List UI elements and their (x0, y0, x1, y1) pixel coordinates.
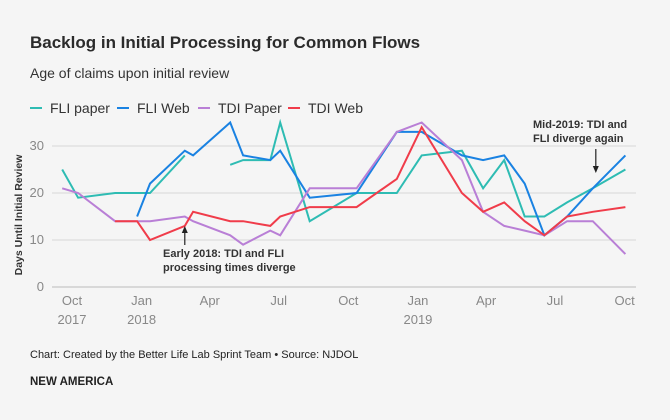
y-tick-label: 30 (30, 138, 44, 153)
legend-label: FLI Web (137, 100, 190, 116)
brand-logo: NEW AMERICA (30, 376, 113, 388)
x-tick-label: Apr (476, 293, 497, 308)
x-tick-year: 2017 (58, 312, 87, 327)
y-tick-label: 10 (30, 232, 44, 247)
arrowhead-icon (181, 226, 188, 233)
annotation-text: processing times diverge (163, 262, 296, 274)
x-tick-label: Oct (338, 293, 359, 308)
y-tick-label: 20 (30, 185, 44, 200)
legend-label: TDI Paper (218, 100, 282, 116)
series-line-fli-paper (229, 118, 626, 223)
series-lines (61, 118, 627, 255)
arrowhead-icon (592, 166, 599, 173)
x-tick-year: 2018 (127, 312, 156, 327)
legend: FLI paper FLI Web TDI Paper TDI Web (30, 100, 363, 116)
annotation-text: FLI diverge again (533, 133, 624, 145)
y-tick-label: 0 (37, 279, 44, 294)
x-tick-label: Oct (614, 293, 635, 308)
gridlines (52, 145, 636, 288)
chart-title: Backlog in Initial Processing for Common… (30, 33, 420, 52)
source-note: Chart: Created by the Better Life Lab Sp… (30, 349, 358, 361)
x-tick-label: Apr (200, 293, 221, 308)
legend-label: FLI paper (50, 100, 110, 116)
series-line-tdi-web (115, 125, 626, 242)
x-tick-year: 2019 (403, 312, 432, 327)
x-tick-label: Jul (270, 293, 287, 308)
series-line-fli-paper (61, 154, 186, 199)
annotation-text: Mid-2019: TDI and (533, 119, 627, 131)
x-tick-label: Jan (407, 293, 428, 308)
x-tick-label: Jul (547, 293, 564, 308)
y-axis: 0 10 20 30 (30, 138, 44, 294)
annotation-text: Early 2018: TDI and FLI (163, 248, 284, 260)
x-axis: Oct 2017 Jan 2018 Apr Jul Oct Jan 2019 Apr Jul Oct (58, 293, 636, 327)
x-tick-label: Oct (62, 293, 83, 308)
x-tick-label: Jan (131, 293, 152, 308)
legend-label: TDI Web (308, 100, 363, 116)
annotations: Early 2018: TDI and FLI processing times … (163, 119, 627, 274)
series-line-tdi-paper (61, 121, 627, 255)
series-line-fli-web (136, 120, 627, 237)
y-axis-label: Days Until Initial Review (13, 154, 25, 276)
chart-subtitle: Age of claims upon initial review (30, 65, 230, 81)
